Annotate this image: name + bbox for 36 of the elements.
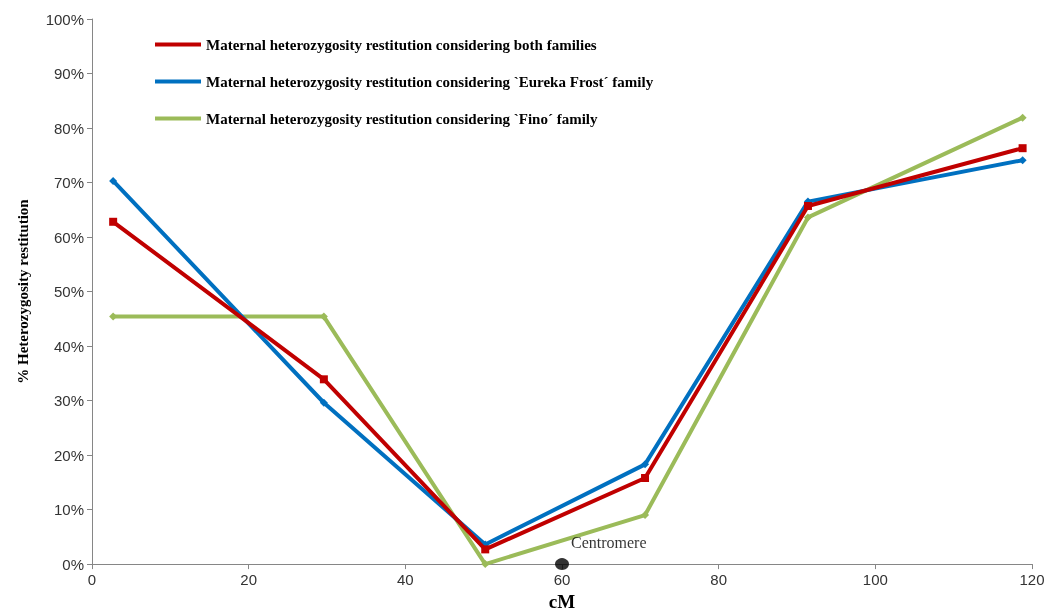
legend-label: Maternal heterozygosity restitution considering `Eureka Frost´ family	[206, 73, 654, 90]
point	[641, 460, 650, 469]
x-tick-label: 40	[396, 571, 414, 589]
point	[319, 375, 328, 384]
x-tick-label: 120	[1019, 571, 1045, 589]
x-tick-label: 60	[553, 571, 571, 589]
point	[109, 217, 118, 226]
x-tick-label: 0	[87, 571, 97, 589]
x-axis-title: cM	[548, 591, 576, 612]
y-tick-label: 60%	[53, 228, 84, 246]
annotation: Centromere	[571, 533, 647, 551]
y-tick-label: 10%	[53, 501, 84, 519]
y-axis-title: % Heterozygosity restitution	[14, 198, 31, 384]
y-tick-label: 20%	[53, 446, 84, 464]
y-tick-label: 40%	[53, 337, 84, 355]
point	[641, 511, 650, 520]
legend-label: Maternal heterozygosity restitution considering both families	[206, 36, 597, 53]
point	[1018, 113, 1027, 122]
y-tick-label: 90%	[53, 65, 84, 83]
point	[109, 176, 118, 185]
legend-label: Maternal heterozygosity restitution considering `Fino´ family	[206, 110, 598, 127]
y-tick-label: 50%	[53, 283, 84, 301]
x-tick-label: 100	[862, 571, 888, 589]
point	[803, 201, 812, 210]
x-tick-label: 80	[710, 571, 728, 589]
point	[1018, 144, 1027, 153]
y-tick-label: 80%	[53, 119, 84, 137]
point	[803, 213, 812, 222]
point	[641, 473, 650, 482]
x-tick-label: 20	[240, 571, 258, 589]
y-tick-label: 100%	[45, 10, 84, 28]
y-tick-label: 30%	[53, 392, 84, 410]
y-tick-label: 70%	[53, 174, 84, 192]
point	[481, 545, 490, 554]
y-tick-label: 0%	[62, 555, 84, 573]
point	[319, 398, 328, 407]
